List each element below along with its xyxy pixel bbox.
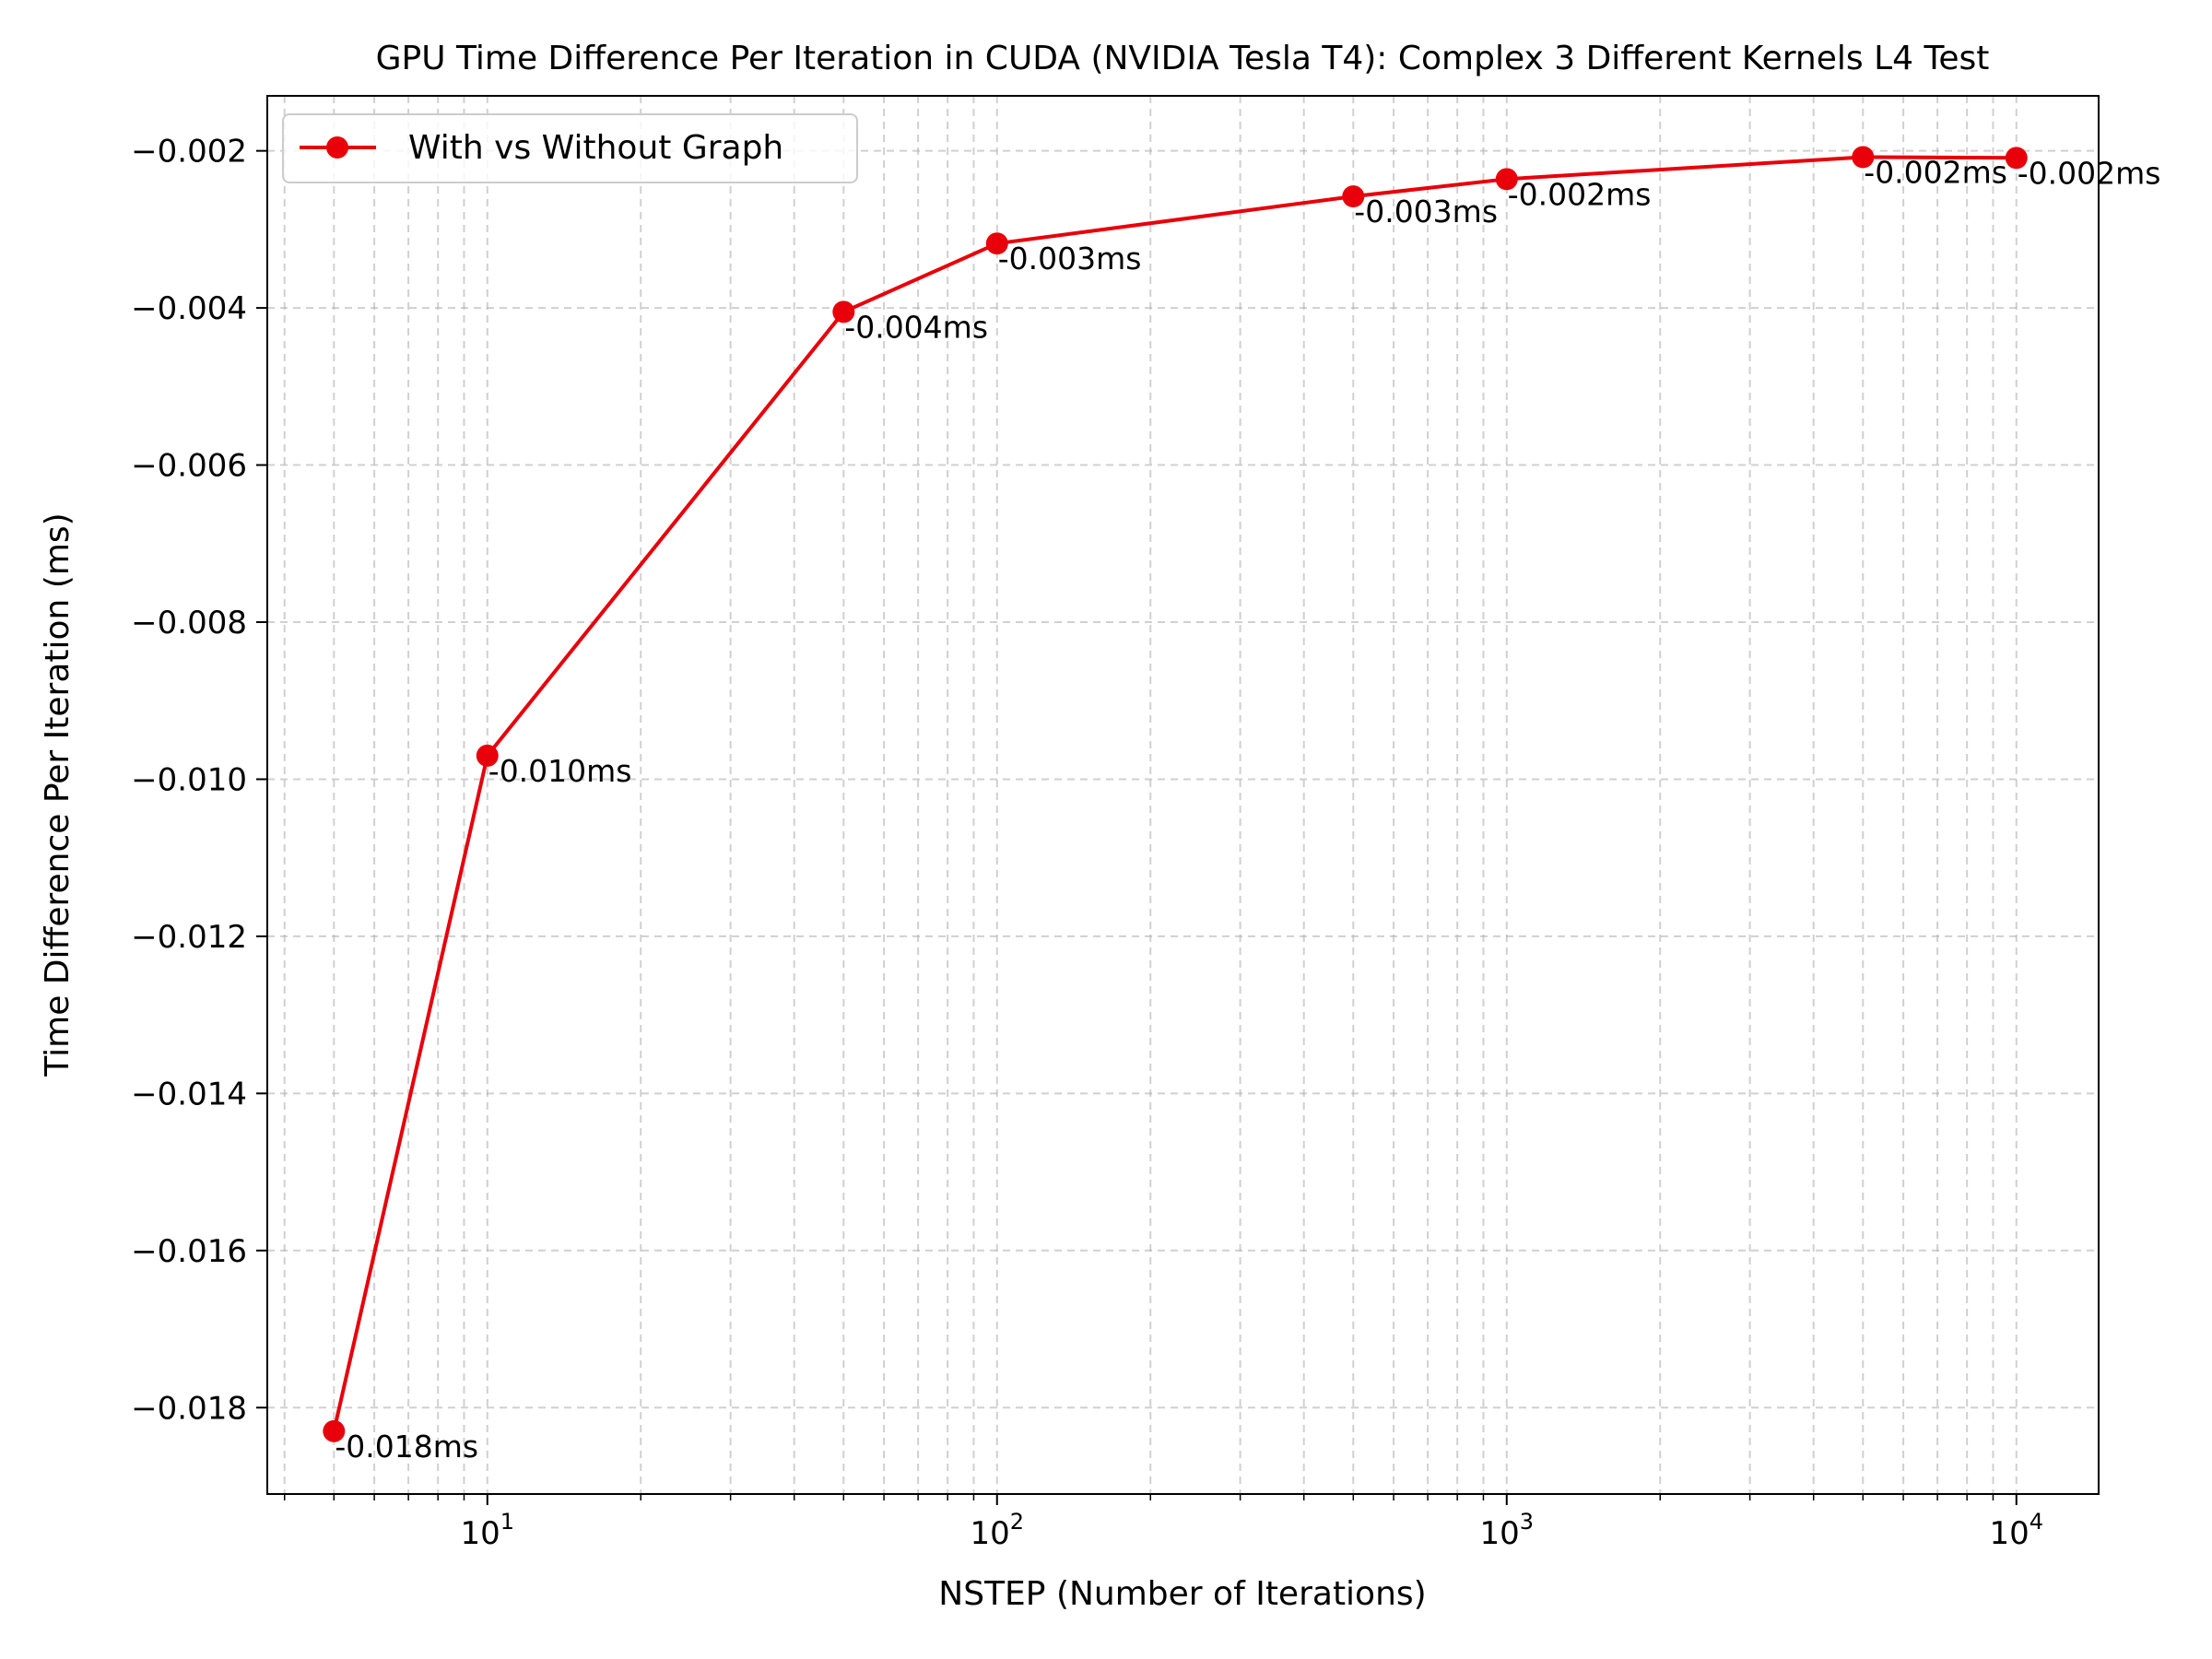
data-point — [1852, 146, 1875, 169]
x-tick-base: 10 — [971, 1515, 1010, 1552]
x-tick-label: 104 — [1989, 1509, 2043, 1552]
data-label: -0.018ms — [335, 1429, 478, 1465]
y-tick-label: −0.006 — [131, 448, 247, 485]
x-tick-base: 10 — [1479, 1515, 1519, 1552]
data-label: -0.004ms — [844, 309, 988, 345]
y-tick-label: −0.018 — [131, 1390, 247, 1427]
data-label: -0.003ms — [998, 241, 1142, 276]
y-tick-label: −0.008 — [131, 605, 247, 641]
x-axis-label: NSTEP (Number of Iterations) — [938, 1575, 1426, 1613]
data-point — [476, 744, 499, 767]
y-tick-label: −0.016 — [131, 1233, 247, 1270]
x-tick-exponent: 3 — [1520, 1509, 1534, 1535]
series-layer — [323, 146, 2028, 1442]
chart-title: GPU Time Difference Per Iteration in CUD… — [376, 40, 1990, 77]
x-tick-exponent: 2 — [1010, 1509, 1024, 1535]
data-labels: -0.018ms -0.010ms -0.004ms -0.003ms -0.003ms… — [335, 154, 2160, 1464]
data-point — [2005, 147, 2028, 170]
legend-entry: With vs Without Graph — [408, 129, 783, 167]
legend-marker-swatch — [326, 136, 348, 159]
grid — [267, 96, 2099, 1494]
x-tick-label: 102 — [971, 1509, 1025, 1552]
y-tick-label: −0.012 — [131, 919, 247, 956]
plot-frame — [266, 95, 2100, 1495]
data-label: -0.002ms — [1864, 154, 2007, 190]
data-point — [832, 300, 855, 324]
x-tick-label: 103 — [1479, 1509, 1534, 1552]
axis-ticks: 101 102 103 104−0.002−0.004−0.006−0.008−0.0… — [131, 134, 2043, 1552]
x-tick-base: 10 — [1989, 1515, 2029, 1552]
y-tick-label: −0.014 — [131, 1076, 247, 1112]
x-tick-exponent: 1 — [500, 1509, 514, 1535]
data-point — [1342, 185, 1365, 208]
data-label: -0.010ms — [488, 753, 632, 789]
x-tick-exponent: 4 — [2030, 1509, 2043, 1535]
y-axis-label: Time Difference Per Iteration (ms) — [39, 512, 76, 1077]
legend-frame — [282, 113, 858, 183]
legend: With vs Without Graph — [282, 113, 858, 183]
y-tick-label: −0.004 — [131, 290, 247, 327]
x-tick-label: 101 — [461, 1509, 515, 1552]
data-point — [323, 1419, 346, 1442]
data-label: -0.002ms — [1508, 176, 1652, 212]
data-label: -0.003ms — [1354, 194, 1498, 229]
y-tick-label: −0.010 — [131, 761, 247, 798]
data-label: -0.002ms — [2018, 155, 2161, 191]
series-line — [332, 155, 2017, 1432]
data-point — [985, 232, 1008, 255]
data-point — [1495, 168, 1518, 191]
y-tick-label: −0.002 — [131, 134, 247, 171]
x-tick-base: 10 — [461, 1515, 500, 1552]
